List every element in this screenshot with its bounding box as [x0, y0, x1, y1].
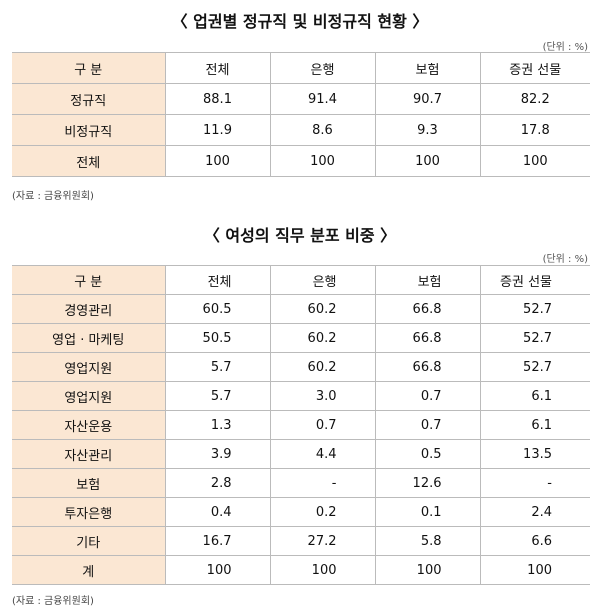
table-row: 영업 · 마케팅 50.5 60.2 66.8 52.7: [12, 323, 590, 353]
cell: 13.5: [479, 439, 590, 469]
row-label: 자산관리: [12, 439, 166, 469]
row-label: 영업지원: [12, 381, 166, 411]
unit-note: (단위 : %): [542, 42, 588, 53]
cell: 60.2: [269, 352, 376, 382]
cell: 1.3: [164, 410, 271, 440]
cell: 66.8: [374, 323, 481, 353]
row-label: 영업지원: [12, 352, 166, 382]
cell: 17.8: [479, 114, 590, 146]
cell: 90.7: [374, 83, 481, 115]
row-label: 계: [12, 555, 166, 585]
cell: 16.7: [164, 526, 271, 556]
row-label: 투자은행: [12, 497, 166, 527]
table-row: 비정규직 11.9 8.6 9.3 17.8: [12, 114, 590, 146]
row-label: 보험: [12, 468, 166, 498]
cell: 12.6: [374, 468, 481, 498]
cell: 3.0: [269, 381, 376, 411]
row-label: 경영관리: [12, 294, 166, 324]
cell: 6.6: [479, 526, 590, 556]
table-row: 계 100 100 100 100: [12, 555, 590, 585]
table-row: 기타 16.7 27.2 5.8 6.6: [12, 526, 590, 556]
cell: 2.8: [164, 468, 271, 498]
row-label: 자산운용: [12, 410, 166, 440]
row-label: 영업 · 마케팅: [12, 323, 166, 353]
cell: 91.4: [269, 83, 376, 115]
cell: 0.5: [374, 439, 481, 469]
cell: 은행: [269, 52, 376, 84]
cell: 100: [269, 145, 376, 177]
row-label: 구 분: [12, 265, 166, 295]
cell: 27.2: [269, 526, 376, 556]
source-note: (자료 : 금융위원회): [12, 191, 94, 202]
cell: 증권 선물: [479, 52, 590, 84]
cell: 0.7: [374, 381, 481, 411]
cell: -: [479, 468, 590, 498]
cell: 66.8: [374, 352, 481, 382]
cell: 4.4: [269, 439, 376, 469]
header-row: 구 분 전체 은행 보험 증권 선물: [12, 52, 590, 84]
header-row: 구 분 전체 은행 보험 증권 선물: [12, 265, 590, 295]
cell: 0.4: [164, 497, 271, 527]
cell: 2.4: [479, 497, 590, 527]
table-row: 전체 100 100 100 100: [12, 145, 590, 177]
cell: 6.1: [479, 410, 590, 440]
table-row: 정규직 88.1 91.4 90.7 82.2: [12, 83, 590, 115]
table-row: 자산관리 3.9 4.4 0.5 13.5: [12, 439, 590, 469]
cell: 66.8: [374, 294, 481, 324]
table: 구 분 전체 은행 보험 증권 선물 정규직 88.1 91.4 90.7 82.2 비정규직 11.…: [12, 52, 590, 177]
cell: 5.7: [164, 352, 271, 382]
cell: 60.2: [269, 323, 376, 353]
cell: 0.7: [269, 410, 376, 440]
cell: 보험: [374, 52, 481, 84]
cell: 60.2: [269, 294, 376, 324]
cell: -: [269, 468, 376, 498]
cell: 100: [374, 555, 481, 585]
cell: 5.7: [164, 381, 271, 411]
cell: 100: [269, 555, 376, 585]
cell: 5.8: [374, 526, 481, 556]
source-note: (자료 : 금융위원회): [12, 596, 94, 607]
cell: 100: [164, 145, 271, 177]
cell: 0.2: [269, 497, 376, 527]
cell: 전체: [164, 52, 271, 84]
cell: 100: [479, 555, 590, 585]
cell: 100: [164, 555, 271, 585]
cell: 60.5: [164, 294, 271, 324]
table: 구 분 전체 은행 보험 증권 선물 경영관리 60.5 60.2 66.8 52.7 영업 · 마…: [12, 265, 590, 585]
cell: 50.5: [164, 323, 271, 353]
table-title: 〈 업권별 정규직 및 비정규직 현황 〉: [171, 12, 429, 31]
row-label: 비정규직: [12, 114, 166, 146]
cell: 11.9: [164, 114, 271, 146]
table-title: 〈 여성의 직무 분포 비중 〉: [203, 226, 397, 245]
row-label: 기타: [12, 526, 166, 556]
cell: 52.7: [479, 294, 590, 324]
table-row: 영업지원 5.7 3.0 0.7 6.1: [12, 381, 590, 411]
cell: 100: [479, 145, 590, 177]
cell: 9.3: [374, 114, 481, 146]
cell: 보험: [374, 265, 481, 295]
cell: 8.6: [269, 114, 376, 146]
cell: 52.7: [479, 352, 590, 382]
table-row: 보험 2.8-12.6-: [12, 468, 590, 498]
cell: 100: [374, 145, 481, 177]
row-label: 전체: [12, 145, 166, 177]
cell: 증권 선물: [479, 265, 590, 295]
cell: 은행: [269, 265, 376, 295]
cell: 82.2: [479, 83, 590, 115]
cell: 전체: [164, 265, 271, 295]
cell: 0.7: [374, 410, 481, 440]
row-label: 구 분: [12, 52, 166, 84]
table-row: 자산운용 1.3 0.7 0.7 6.1: [12, 410, 590, 440]
table-row: 경영관리 60.5 60.2 66.8 52.7: [12, 294, 590, 324]
cell: 88.1: [164, 83, 271, 115]
table-row: 투자은행 0.4 0.2 0.1 2.4: [12, 497, 590, 527]
unit-note: (단위 : %): [542, 254, 588, 265]
table-row: 영업지원 5.7 60.2 66.8 52.7: [12, 352, 590, 382]
cell: 3.9: [164, 439, 271, 469]
row-label: 정규직: [12, 83, 166, 115]
cell: 52.7: [479, 323, 590, 353]
cell: 6.1: [479, 381, 590, 411]
cell: 0.1: [374, 497, 481, 527]
